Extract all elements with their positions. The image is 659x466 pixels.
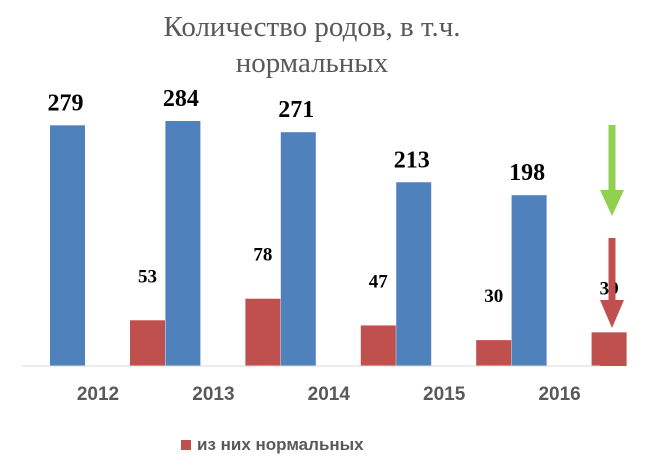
bar-normal — [130, 320, 165, 366]
bar-total — [50, 125, 85, 366]
legend: из них нормальных — [181, 435, 364, 454]
bar-normal — [245, 298, 281, 366]
chart-title: Количество родов, в т.ч. нормальных — [163, 11, 460, 79]
x-tick-label: 2016 — [538, 384, 580, 405]
data-label-normal: 78 — [253, 245, 272, 266]
x-tick-label: 2015 — [423, 384, 466, 405]
bar-total — [396, 182, 432, 366]
trend-indicators — [600, 125, 624, 328]
x-tick-label: 2014 — [308, 384, 351, 405]
bar-total — [165, 121, 201, 366]
data-label-normal: 30 — [484, 286, 503, 307]
data-label-normal: 47 — [369, 271, 389, 292]
bar-normal — [360, 325, 396, 366]
down-arrow-icon — [600, 238, 624, 328]
x-axis-tick-labels: 2012 2013 2014 2015 2016 — [77, 384, 581, 405]
bar-normal — [476, 340, 512, 366]
x-tick-label: 2013 — [192, 384, 234, 405]
data-label-total: 279 — [48, 90, 84, 116]
chart-title-line-1: Количество родов, в т.ч. — [163, 11, 460, 43]
plot-area: 2795328478271472133019839 — [48, 86, 627, 366]
data-label-total: 213 — [394, 147, 430, 173]
bar-total — [511, 195, 547, 366]
legend-swatch — [181, 440, 191, 450]
down-arrow-icon — [600, 125, 624, 216]
data-label-total: 271 — [278, 97, 314, 123]
legend-label: из них нормальных — [197, 435, 364, 454]
data-label-normal: 53 — [138, 266, 157, 287]
data-label-total: 284 — [163, 86, 199, 112]
x-tick-label: 2012 — [77, 384, 119, 405]
bar-total — [280, 132, 316, 366]
data-label-total: 198 — [509, 160, 545, 186]
bar-normal — [591, 332, 627, 366]
chart-title-line-2: нормальных — [236, 47, 389, 79]
